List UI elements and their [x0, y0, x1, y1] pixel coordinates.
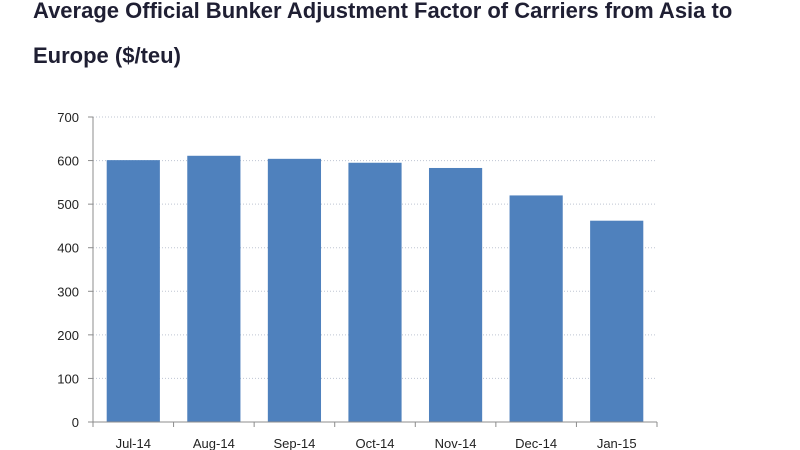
bar-nov-14 — [428, 167, 483, 422]
bar-sep-14 — [267, 158, 322, 423]
x-axis: Jul-14 Aug-14 Sep-14 Oct-14 Nov-14 Dec-14 Jan-… — [92, 421, 658, 450]
y-tick-label: 700 — [57, 110, 79, 125]
x-category-label: Sep-14 — [273, 436, 315, 450]
y-tick-label: 200 — [57, 328, 79, 343]
x-category-label: Aug-14 — [193, 436, 235, 450]
y-tick-label: 300 — [57, 284, 79, 299]
x-category-label: Jan-15 — [597, 436, 637, 450]
y-tick-label: 0 — [72, 415, 79, 430]
x-category-label: Jul-14 — [116, 436, 151, 450]
y-axis: 0 100 200 300 400 500 600 700 — [57, 110, 94, 430]
y-tick-label: 400 — [57, 241, 79, 256]
bar-dec-14 — [509, 195, 563, 422]
bar-jul-14 — [106, 160, 160, 422]
y-tick-label: 600 — [57, 154, 79, 169]
x-category-label: Dec-14 — [515, 436, 557, 450]
bar-oct-14 — [348, 162, 402, 422]
chart-title: Average Official Bunker Adjustment Facto… — [33, 0, 733, 68]
y-tick-label: 500 — [57, 197, 79, 212]
x-category-label: Nov-14 — [435, 436, 477, 450]
x-category-label: Oct-14 — [355, 436, 394, 450]
bar-jan-15 — [590, 220, 644, 422]
bar-aug-14 — [187, 155, 241, 422]
bars — [106, 155, 644, 423]
y-tick-label: 100 — [57, 371, 79, 386]
